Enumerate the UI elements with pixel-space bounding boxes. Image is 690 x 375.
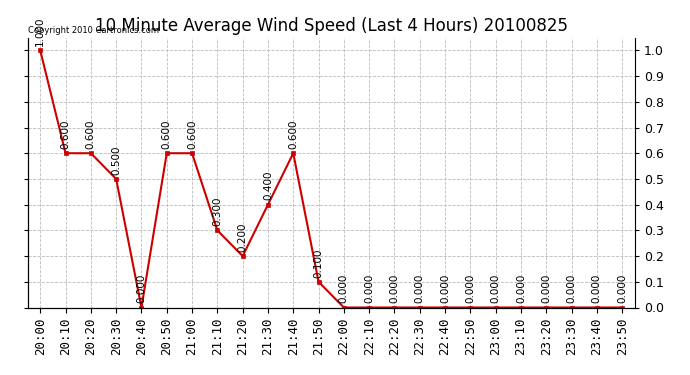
Text: 1.000: 1.000 (35, 17, 46, 46)
Text: Copyright 2010 Cartronics.com: Copyright 2010 Cartronics.com (28, 26, 159, 35)
Text: 0.000: 0.000 (440, 274, 450, 303)
Text: 0.000: 0.000 (566, 274, 577, 303)
Text: 0.600: 0.600 (61, 120, 70, 149)
Text: 0.000: 0.000 (364, 274, 374, 303)
Text: 0.000: 0.000 (389, 274, 400, 303)
Text: 0.300: 0.300 (213, 197, 222, 226)
Text: 0.600: 0.600 (86, 120, 96, 149)
Text: 0.600: 0.600 (187, 120, 197, 149)
Text: 0.400: 0.400 (263, 171, 273, 201)
Text: 0.000: 0.000 (541, 274, 551, 303)
Text: 0.200: 0.200 (237, 222, 248, 252)
Text: 0.600: 0.600 (161, 120, 172, 149)
Text: 0.000: 0.000 (592, 274, 602, 303)
Title: 10 Minute Average Wind Speed (Last 4 Hours) 20100825: 10 Minute Average Wind Speed (Last 4 Hou… (95, 16, 568, 34)
Text: 0.000: 0.000 (339, 274, 349, 303)
Text: 0.000: 0.000 (415, 274, 425, 303)
Text: 0.500: 0.500 (111, 145, 121, 175)
Text: 0.000: 0.000 (137, 274, 146, 303)
Text: 0.600: 0.600 (288, 120, 298, 149)
Text: 0.000: 0.000 (617, 274, 627, 303)
Text: 0.000: 0.000 (465, 274, 475, 303)
Text: 0.000: 0.000 (491, 274, 501, 303)
Text: 0.100: 0.100 (313, 248, 324, 278)
Text: 0.000: 0.000 (516, 274, 526, 303)
